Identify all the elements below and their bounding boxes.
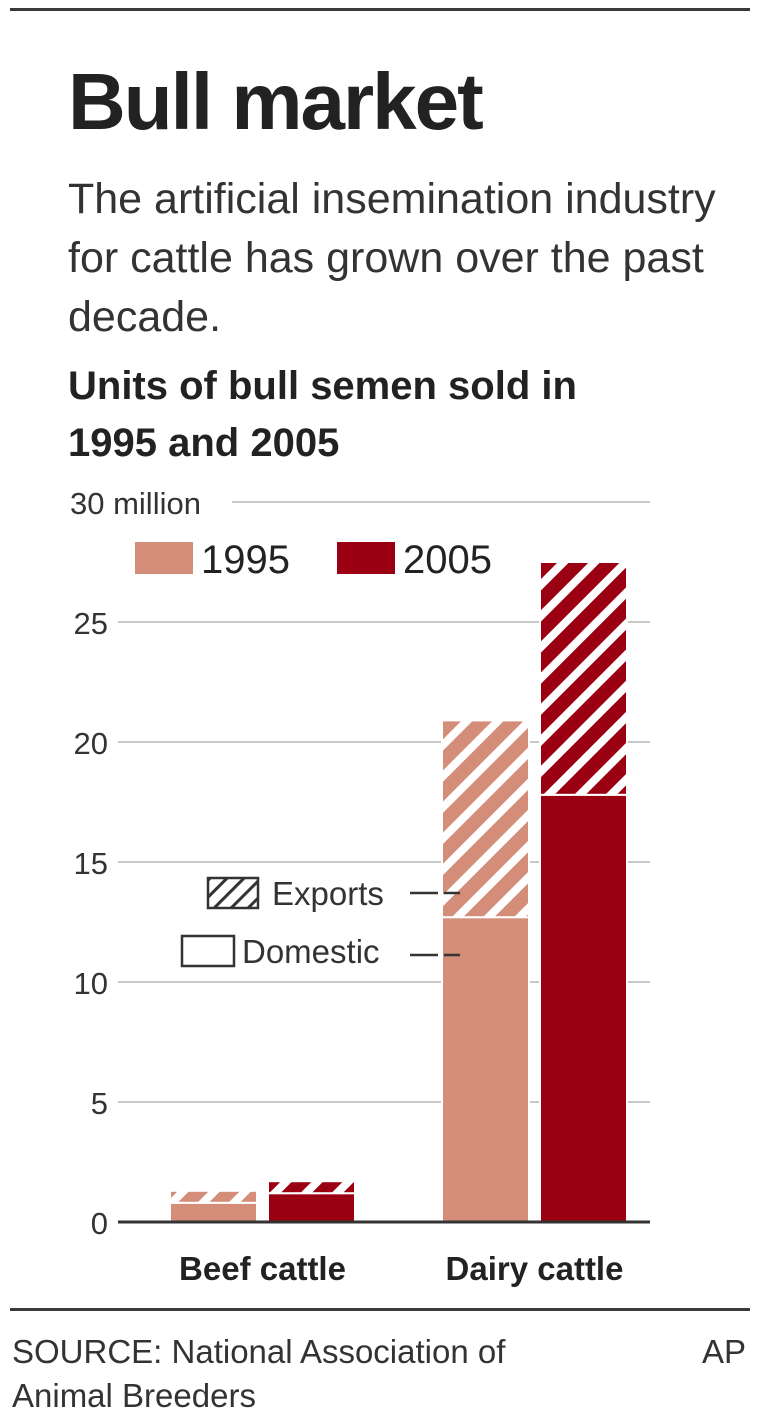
bar-dairy-cattle-1995-exports bbox=[441, 719, 530, 919]
bar-beef-cattle-1995-exports bbox=[169, 1189, 258, 1204]
legend-swatch-domestic bbox=[180, 934, 236, 968]
x-axis-labels: Beef cattle Dairy cattle bbox=[179, 1250, 623, 1287]
legend-swatch-1995 bbox=[135, 542, 193, 574]
legend-swatch-2005 bbox=[337, 542, 395, 574]
stacked-bar-chart: 0 5 10 15 20 25 30 million Beef cattle Dairy ca… bbox=[70, 486, 650, 1287]
y-tick-label: 25 bbox=[74, 606, 108, 641]
bar-beef-cattle-2005-domestic bbox=[267, 1192, 356, 1223]
bars bbox=[169, 561, 628, 1224]
bar-dairy-cattle-1995-domestic bbox=[441, 916, 530, 1223]
type-legend: Exports Domestic bbox=[180, 875, 460, 970]
legend-label-2005: 2005 bbox=[403, 538, 492, 582]
top-rule bbox=[10, 8, 750, 11]
y-tick-label: 30 million bbox=[70, 486, 201, 521]
x-axis-label: Dairy cattle bbox=[446, 1250, 624, 1287]
credit-label: AP bbox=[701, 1333, 746, 1370]
legend-label-domestic: Domestic bbox=[242, 933, 380, 970]
y-axis-ticks: 0 5 10 15 20 25 30 million bbox=[70, 486, 201, 1241]
legend-label-1995: 1995 bbox=[201, 538, 290, 582]
x-axis-label: Beef cattle bbox=[179, 1250, 346, 1287]
chart-heading: Units of bull semen sold in 1995 and 200… bbox=[68, 364, 577, 465]
bar-beef-cattle-1995-domestic bbox=[169, 1201, 258, 1224]
bottom-rule bbox=[10, 1308, 750, 1311]
chart-subtitle: The artificial insemination industry for… bbox=[68, 175, 716, 341]
chart-title: Bull market bbox=[68, 57, 484, 146]
legend-swatch-exports bbox=[206, 876, 260, 910]
y-tick-label: 10 bbox=[74, 966, 108, 1001]
y-tick-label: 5 bbox=[91, 1086, 108, 1121]
y-tick-label: 15 bbox=[74, 846, 108, 881]
bar-dairy-cattle-2005-exports bbox=[539, 561, 628, 796]
source-note: SOURCE: National Association of Animal B… bbox=[12, 1333, 506, 1414]
y-tick-label: 20 bbox=[74, 726, 108, 761]
bar-dairy-cattle-2005-domestic bbox=[539, 793, 628, 1223]
y-tick-label: 0 bbox=[91, 1206, 108, 1241]
bar-beef-cattle-2005-exports bbox=[267, 1180, 356, 1195]
legend-label-exports: Exports bbox=[272, 875, 384, 912]
year-legend: 1995 2005 bbox=[135, 538, 492, 582]
